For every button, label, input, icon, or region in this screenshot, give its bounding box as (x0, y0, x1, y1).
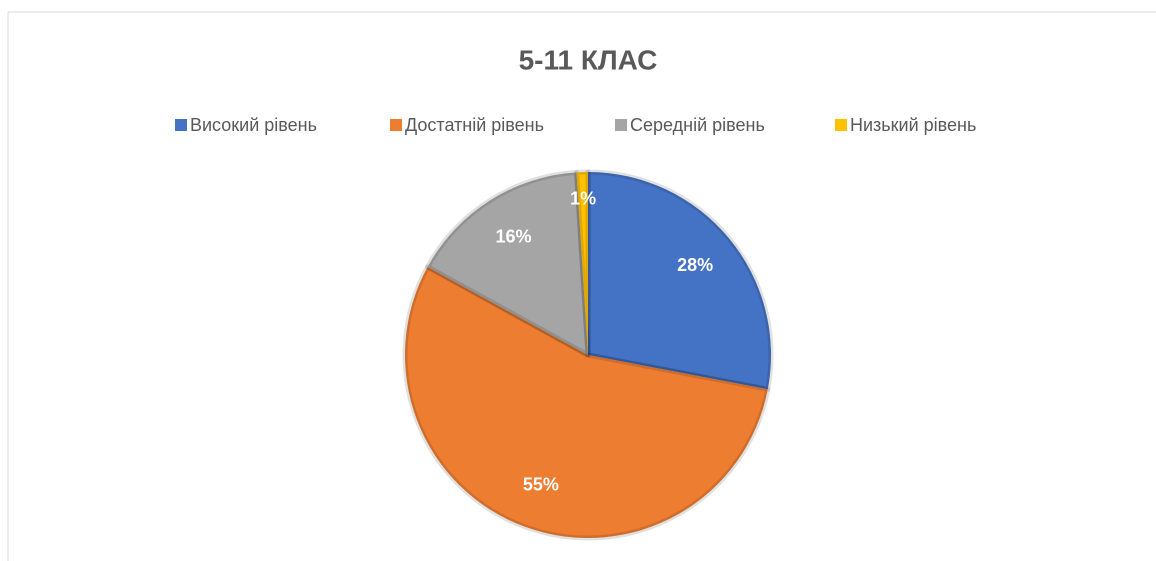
legend-label: Високий рівень (190, 115, 317, 135)
legend-swatch (615, 119, 627, 131)
pie-slice (574, 169, 591, 358)
legend-swatch (390, 119, 402, 131)
legend-swatch (175, 119, 187, 131)
chart-title: 5-11 КЛАС (519, 44, 658, 75)
legend-label: Низький рівень (850, 115, 976, 135)
slice-label: 16% (495, 226, 531, 246)
legend-swatch (835, 119, 847, 131)
slice-label: 55% (523, 475, 559, 495)
pie-slice (585, 169, 774, 392)
legend-label: Середній рівень (630, 115, 765, 135)
slice-label: 28% (677, 255, 713, 275)
pie-slice (425, 169, 591, 358)
pie-slice (402, 264, 771, 541)
legend-label: Достатній рівень (405, 115, 544, 135)
slice-label: 1% (570, 188, 596, 208)
